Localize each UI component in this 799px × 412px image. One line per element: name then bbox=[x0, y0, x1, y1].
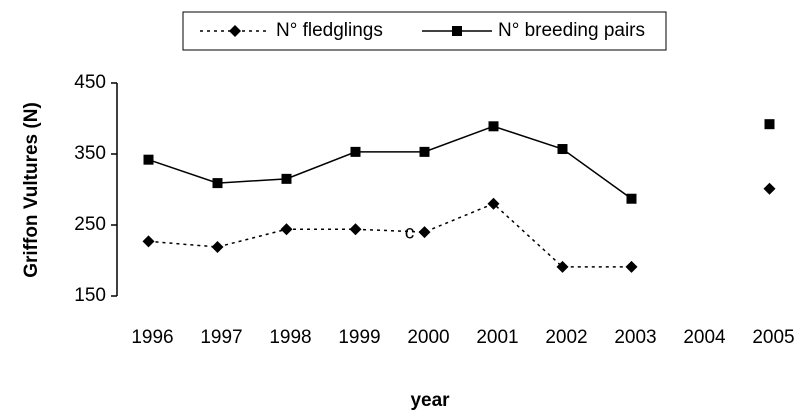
y-tick-label: 450 bbox=[74, 72, 106, 93]
marker bbox=[142, 235, 155, 248]
series-line bbox=[149, 189, 770, 267]
marker bbox=[281, 173, 292, 184]
y-tick-label: 350 bbox=[74, 143, 106, 164]
marker bbox=[556, 260, 569, 273]
marker bbox=[280, 223, 293, 236]
marker bbox=[419, 146, 430, 157]
marker bbox=[143, 154, 154, 165]
legend-label: N° breeding pairs bbox=[498, 20, 645, 41]
marker bbox=[349, 223, 362, 236]
marker bbox=[212, 178, 223, 189]
legend-marker bbox=[452, 26, 462, 36]
x-tick-label: 1996 bbox=[131, 327, 173, 348]
y-axis-title: Griffon Vultures (N) bbox=[21, 102, 42, 278]
marker bbox=[350, 146, 361, 157]
marker bbox=[764, 119, 775, 130]
marker bbox=[211, 241, 224, 254]
y-tick-label: 250 bbox=[74, 214, 106, 235]
marker bbox=[625, 260, 638, 273]
marker bbox=[557, 144, 568, 155]
x-tick-label: 2000 bbox=[407, 327, 449, 348]
marker bbox=[487, 197, 500, 210]
annotation: c bbox=[405, 223, 415, 244]
marker bbox=[488, 121, 499, 132]
x-tick-label: 1999 bbox=[338, 327, 380, 348]
y-tick-label: 150 bbox=[74, 285, 106, 306]
legend-label: N° fledglings bbox=[276, 20, 383, 41]
x-tick-label: 2002 bbox=[545, 327, 587, 348]
marker bbox=[626, 193, 637, 204]
x-tick-label: 2005 bbox=[752, 327, 794, 348]
series-line bbox=[149, 124, 770, 199]
x-tick-label: 1998 bbox=[269, 327, 311, 348]
marker bbox=[418, 226, 431, 239]
marker bbox=[763, 182, 776, 195]
x-tick-label: 1997 bbox=[200, 327, 242, 348]
x-tick-label: 2003 bbox=[614, 327, 656, 348]
x-axis-title: year bbox=[410, 390, 450, 411]
legend-marker bbox=[229, 25, 241, 37]
x-tick-label: 2001 bbox=[476, 327, 518, 348]
x-tick-label: 2004 bbox=[683, 327, 726, 348]
